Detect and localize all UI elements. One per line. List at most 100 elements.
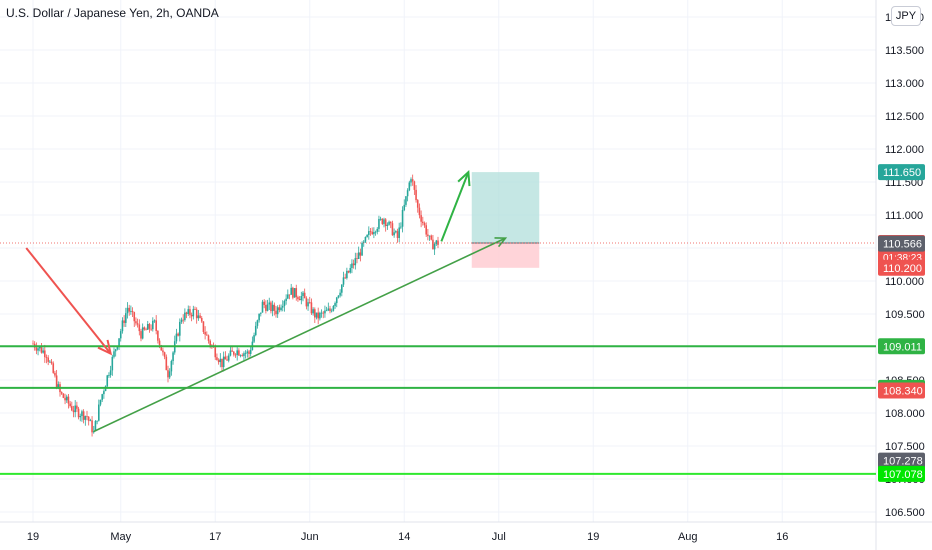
candle	[381, 218, 384, 225]
candle-body	[125, 313, 127, 323]
candle	[190, 312, 193, 322]
candle	[401, 206, 404, 233]
candle	[322, 310, 325, 319]
candle	[114, 348, 117, 357]
candle-body	[180, 319, 183, 322]
candle-body	[189, 309, 191, 315]
price-badge-label: 111.650	[883, 167, 921, 179]
candle-body	[405, 196, 407, 205]
price-badge: 109.011	[878, 338, 925, 355]
candle-body	[109, 370, 112, 376]
candle	[418, 203, 421, 219]
candle	[216, 353, 218, 361]
candle	[246, 349, 249, 358]
candle-body	[368, 231, 370, 235]
candle	[308, 296, 311, 304]
candle	[258, 313, 260, 323]
candle-body	[209, 340, 211, 346]
candle-body	[384, 219, 387, 227]
candle	[239, 354, 242, 358]
candle-body	[310, 302, 313, 314]
candle	[172, 351, 174, 365]
candle-body	[221, 358, 223, 368]
candle	[64, 393, 66, 405]
candle-body	[143, 327, 146, 330]
candle-body	[35, 347, 38, 351]
candle	[101, 393, 103, 402]
candle	[307, 298, 309, 311]
candle	[359, 248, 362, 262]
candle	[346, 267, 348, 280]
candle-body	[330, 310, 333, 312]
candle-body	[55, 375, 58, 388]
candle-body	[271, 304, 274, 312]
candle-body	[67, 396, 70, 404]
candle	[143, 326, 146, 331]
candle	[437, 236, 439, 249]
candle-body	[123, 320, 125, 323]
candle-body	[295, 288, 298, 298]
candle	[334, 301, 336, 309]
candle-body	[231, 350, 233, 352]
candle-body	[425, 225, 427, 235]
candle	[391, 220, 394, 236]
price-badge-bg	[878, 164, 925, 181]
candle-body	[72, 410, 75, 413]
candle-body	[79, 416, 82, 418]
candle	[244, 350, 247, 359]
price-badge-label: 107.078	[883, 469, 923, 481]
time-axis-tick-label: 16	[776, 531, 788, 543]
candle	[89, 418, 92, 422]
candle-body	[335, 297, 338, 304]
candle	[133, 311, 136, 328]
candles	[32, 174, 439, 437]
candle-body	[278, 307, 281, 311]
price-badge-bg	[878, 382, 925, 399]
currency-badge[interactable]: JPY	[891, 6, 921, 26]
price-badge-countdown: 01:38:23	[883, 253, 922, 264]
candle-body	[71, 406, 73, 411]
price-badge: 111.650	[878, 164, 925, 181]
candle	[332, 305, 335, 312]
candle	[194, 306, 196, 311]
candle	[187, 305, 190, 316]
candle	[356, 252, 358, 264]
candle-body	[179, 321, 181, 336]
candle-body	[427, 234, 429, 236]
candle	[319, 311, 321, 321]
candle	[62, 393, 65, 399]
time-axis-tick-label: Aug	[678, 531, 698, 543]
candle-body	[135, 321, 137, 324]
candle	[82, 409, 85, 424]
candle	[42, 347, 44, 354]
candle-body	[229, 350, 232, 356]
candle	[295, 284, 298, 301]
candle	[59, 381, 61, 397]
candle-body	[243, 353, 245, 357]
candle-body	[42, 350, 44, 353]
candle	[221, 358, 223, 373]
candle-body	[308, 302, 311, 303]
candle	[217, 358, 220, 365]
candle	[47, 355, 49, 366]
candle	[168, 368, 171, 379]
candle	[288, 294, 291, 300]
candle	[416, 199, 419, 213]
time-axis-tick-label: Jun	[301, 531, 319, 543]
candle-body	[346, 270, 348, 279]
candle	[98, 399, 100, 422]
candle-body	[153, 320, 156, 322]
candle-body	[197, 315, 200, 319]
candle-body	[155, 320, 157, 331]
candle-body	[327, 308, 330, 311]
candle-body	[92, 431, 95, 433]
candle	[335, 296, 338, 308]
candle	[389, 221, 392, 229]
candle	[224, 351, 227, 360]
candle-body	[217, 360, 220, 363]
candle-body	[273, 304, 276, 311]
candle	[173, 335, 176, 355]
candle	[433, 242, 436, 255]
